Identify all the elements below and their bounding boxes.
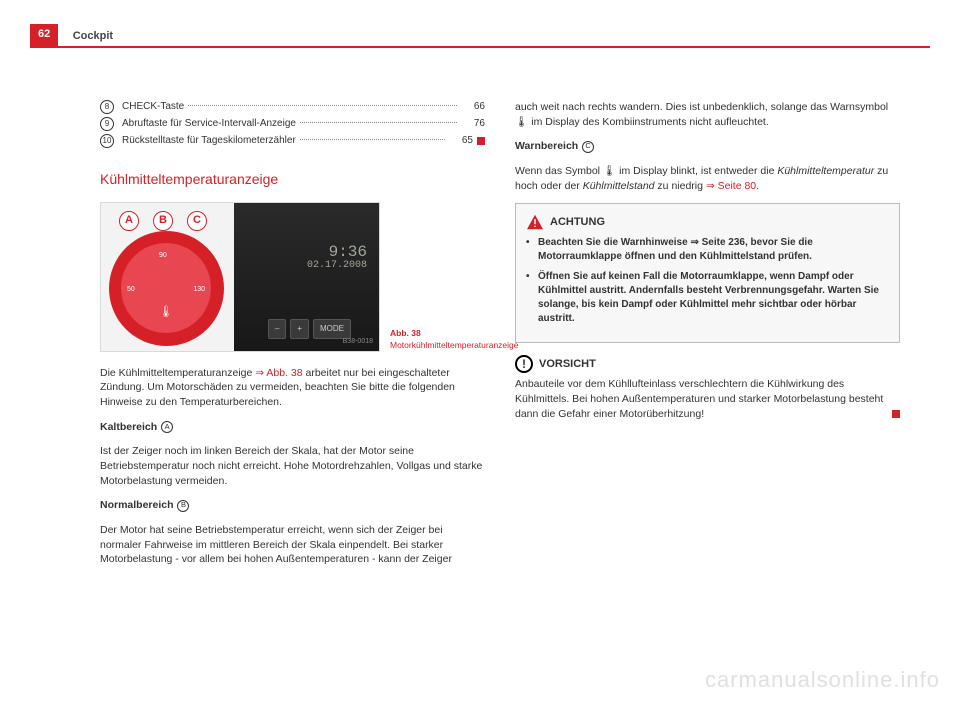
toc-num-icon: 8 bbox=[100, 100, 114, 114]
toc-num-icon: 9 bbox=[100, 117, 114, 131]
kaltbereich-body: Ist der Zeiger noch im linken Bereich de… bbox=[100, 444, 485, 488]
kaltbereich-heading: Kaltbereich A bbox=[100, 420, 485, 435]
figure-cross-ref: ⇒ Abb. 38 bbox=[255, 367, 302, 379]
zone-badge-b: B bbox=[177, 500, 189, 512]
warn-body-a: Wenn das Symbol 🌡 im Display blinkt, ist… bbox=[515, 165, 777, 177]
gauge-tick-high: 130 bbox=[193, 285, 205, 295]
achtung-title-row: ACHTUNG bbox=[526, 214, 889, 230]
page-cross-ref: ⇒ Seite 80. bbox=[706, 180, 759, 192]
left-column: 8 CHECK-Taste 66 9 Abruftaste für Servic… bbox=[100, 100, 485, 681]
normalbereich-heading: Normalbereich B bbox=[100, 498, 485, 513]
warnbereich-body: Wenn das Symbol 🌡 im Display blinkt, ist… bbox=[515, 164, 900, 193]
section-end-marker bbox=[892, 410, 900, 418]
toc-row: 8 CHECK-Taste 66 bbox=[100, 100, 485, 114]
toc-page: 66 bbox=[461, 100, 485, 114]
figure-caption: Abb. 38 Motorkühlmitteltemperaturanzeige bbox=[390, 328, 470, 352]
zone-badge-a: A bbox=[161, 421, 173, 433]
thermometer-icon: 🌡 bbox=[159, 305, 173, 320]
warn-body-c: zu niedrig bbox=[655, 180, 706, 192]
toc-page: 65 bbox=[449, 134, 473, 148]
vorsicht-title-text: VORSICHT bbox=[539, 357, 596, 372]
intro-text-a: Die Kühlmitteltemperaturanzeige bbox=[100, 367, 255, 379]
toc-num-icon: 10 bbox=[100, 134, 114, 148]
caution-circle-icon: ! bbox=[515, 355, 533, 373]
vorsicht-text: Anbauteile vor dem Kühllufteinlass versc… bbox=[515, 378, 883, 419]
content-columns: 8 CHECK-Taste 66 9 Abruftaste für Servic… bbox=[100, 100, 900, 681]
warnbereich-heading: Warnbereich C bbox=[515, 139, 900, 154]
achtung-box: ACHTUNG Beachten Sie die Warnhinweise ⇒ … bbox=[515, 203, 900, 343]
minus-button: – bbox=[268, 319, 286, 338]
achtung-item: Öffnen Sie auf keinen Fall die Motorraum… bbox=[526, 270, 889, 326]
section-end-marker bbox=[477, 137, 485, 145]
warn-italic-1: Kühlmitteltemperatur bbox=[777, 165, 874, 177]
normal-title: Normalbereich bbox=[100, 499, 176, 511]
figure-badge-b: B bbox=[153, 211, 173, 231]
figure-coolant-gauge: 9:36 02.17.2008 – + MODE 50 90 130 🌡 A bbox=[100, 202, 380, 352]
normalbereich-body: Der Motor hat seine Betriebstemperatur e… bbox=[100, 523, 485, 567]
watermark: carmanualsonline.info bbox=[705, 667, 940, 693]
toc-page: 76 bbox=[461, 117, 485, 131]
toc-dots bbox=[188, 105, 457, 106]
vorsicht-body: Anbauteile vor dem Kühllufteinlass versc… bbox=[515, 377, 900, 421]
warn-title: Warnbereich bbox=[515, 140, 581, 152]
plus-button: + bbox=[290, 319, 309, 338]
figure-ref-code: B38-0018 bbox=[343, 337, 373, 347]
figure-caption-num: Abb. 38 bbox=[390, 328, 421, 338]
achtung-item: Beachten Sie die Warnhinweise ⇒ Seite 23… bbox=[526, 236, 889, 264]
gauge-tick-mid: 90 bbox=[159, 251, 167, 261]
toc-row: 9 Abruftaste für Service-Intervall-Anzei… bbox=[100, 117, 485, 131]
mode-button: MODE bbox=[313, 319, 351, 338]
figure-caption-text: Motorkühlmitteltemperaturanzeige bbox=[390, 340, 519, 350]
warn-italic-2: Kühlmittelstand bbox=[583, 180, 655, 192]
figure-badge-c: C bbox=[187, 211, 207, 231]
toc-row: 10 Rückstelltaste für Tageskilometerzähl… bbox=[100, 134, 485, 148]
intro-paragraph: Die Kühlmitteltemperaturanzeige ⇒ Abb. 3… bbox=[100, 366, 485, 410]
kalt-title: Kaltbereich bbox=[100, 421, 160, 433]
warning-triangle-icon bbox=[526, 214, 544, 230]
toc-label: Rückstelltaste für Tageskilometerzähler bbox=[122, 134, 296, 148]
vorsicht-title-row: ! VORSICHT bbox=[515, 355, 900, 373]
toc-dots bbox=[300, 139, 445, 140]
continuation-paragraph: auch weit nach rechts wandern. Dies ist … bbox=[515, 100, 900, 129]
date-display: 02.17.2008 bbox=[307, 259, 367, 273]
page-header: 62 Cockpit bbox=[30, 24, 930, 48]
toc-label: CHECK-Taste bbox=[122, 100, 184, 114]
page-number: 62 bbox=[30, 24, 58, 46]
zone-badge-c: C bbox=[582, 141, 594, 153]
figure-badge-a: A bbox=[119, 211, 139, 231]
chapter-title: Cockpit bbox=[73, 30, 113, 46]
toc-label: Abruftaste für Service-Intervall-Anzeige bbox=[122, 117, 296, 131]
section-title: Kühlmitteltemperaturanzeige bbox=[100, 170, 485, 190]
gauge-inner: 50 90 130 🌡 bbox=[121, 243, 211, 333]
mode-buttons: – + MODE bbox=[268, 319, 351, 338]
achtung-list: Beachten Sie die Warnhinweise ⇒ Seite 23… bbox=[526, 236, 889, 326]
toc-dots bbox=[300, 122, 457, 123]
gauge-tick-low: 50 bbox=[127, 285, 135, 295]
dashboard-dark-panel: 9:36 02.17.2008 – + MODE bbox=[234, 203, 379, 351]
right-column: auch weit nach rechts wandern. Dies ist … bbox=[515, 100, 900, 681]
figure-row: 9:36 02.17.2008 – + MODE 50 90 130 🌡 A bbox=[100, 202, 485, 352]
achtung-title-text: ACHTUNG bbox=[550, 215, 605, 230]
